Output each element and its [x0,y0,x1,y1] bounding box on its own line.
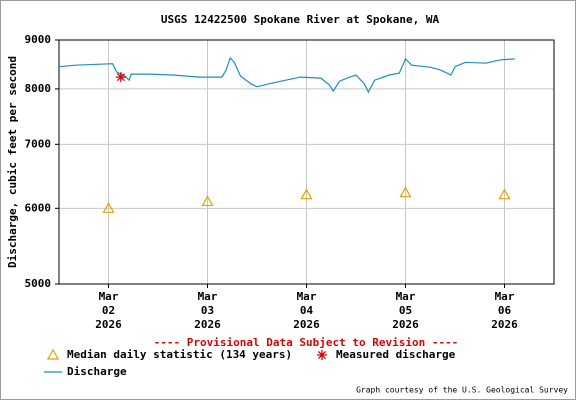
median-marker [102,202,115,213]
x-tick-label: 2026 [95,318,122,331]
median-marker [498,188,511,200]
x-tick-label: 05 [399,304,412,317]
median-marker [399,186,412,198]
legend-label: Discharge [67,365,127,378]
y-axis-label: Discharge, cubic feet per second [6,56,19,268]
legend-swatch [46,348,60,360]
legend-label: Measured discharge [336,348,456,361]
chart-title: USGS 12422500 Spokane River at Spokane, … [161,13,440,26]
x-tick-label: 03 [201,304,214,317]
discharge-line [58,56,515,94]
x-tick-label: 06 [498,304,512,317]
y-tick-label: 7000 [25,137,52,150]
x-tick-label: 04 [300,304,314,317]
y-tick-label: 6000 [25,201,52,214]
x-tick-label: 02 [102,304,115,317]
x-tick-label: Mar [495,290,515,303]
credit: Graph courtesy of the U.S. Geological Su… [356,386,568,395]
x-tick-label: Mar [198,290,218,303]
x-tick-label: Mar [297,290,317,303]
legend-label: Median daily statistic (134 years) [67,348,292,361]
median-marker [300,188,313,200]
star-marker [317,350,327,360]
y-tick-label: 9000 [25,33,52,46]
star-marker [115,72,126,83]
y-tick-label: 5000 [25,277,52,290]
x-tick-label: 2026 [491,318,518,331]
median-marker [201,195,214,207]
x-tick-label: 2026 [293,318,320,331]
x-tick-label: 2026 [194,318,221,331]
y-tick-label: 8000 [25,82,52,95]
annotation: ---- Provisional Data Subject to Revisio… [154,336,459,349]
x-tick-label: Mar [99,290,119,303]
x-tick-label: Mar [396,290,416,303]
plot-border [58,39,555,285]
x-tick-label: 2026 [392,318,419,331]
